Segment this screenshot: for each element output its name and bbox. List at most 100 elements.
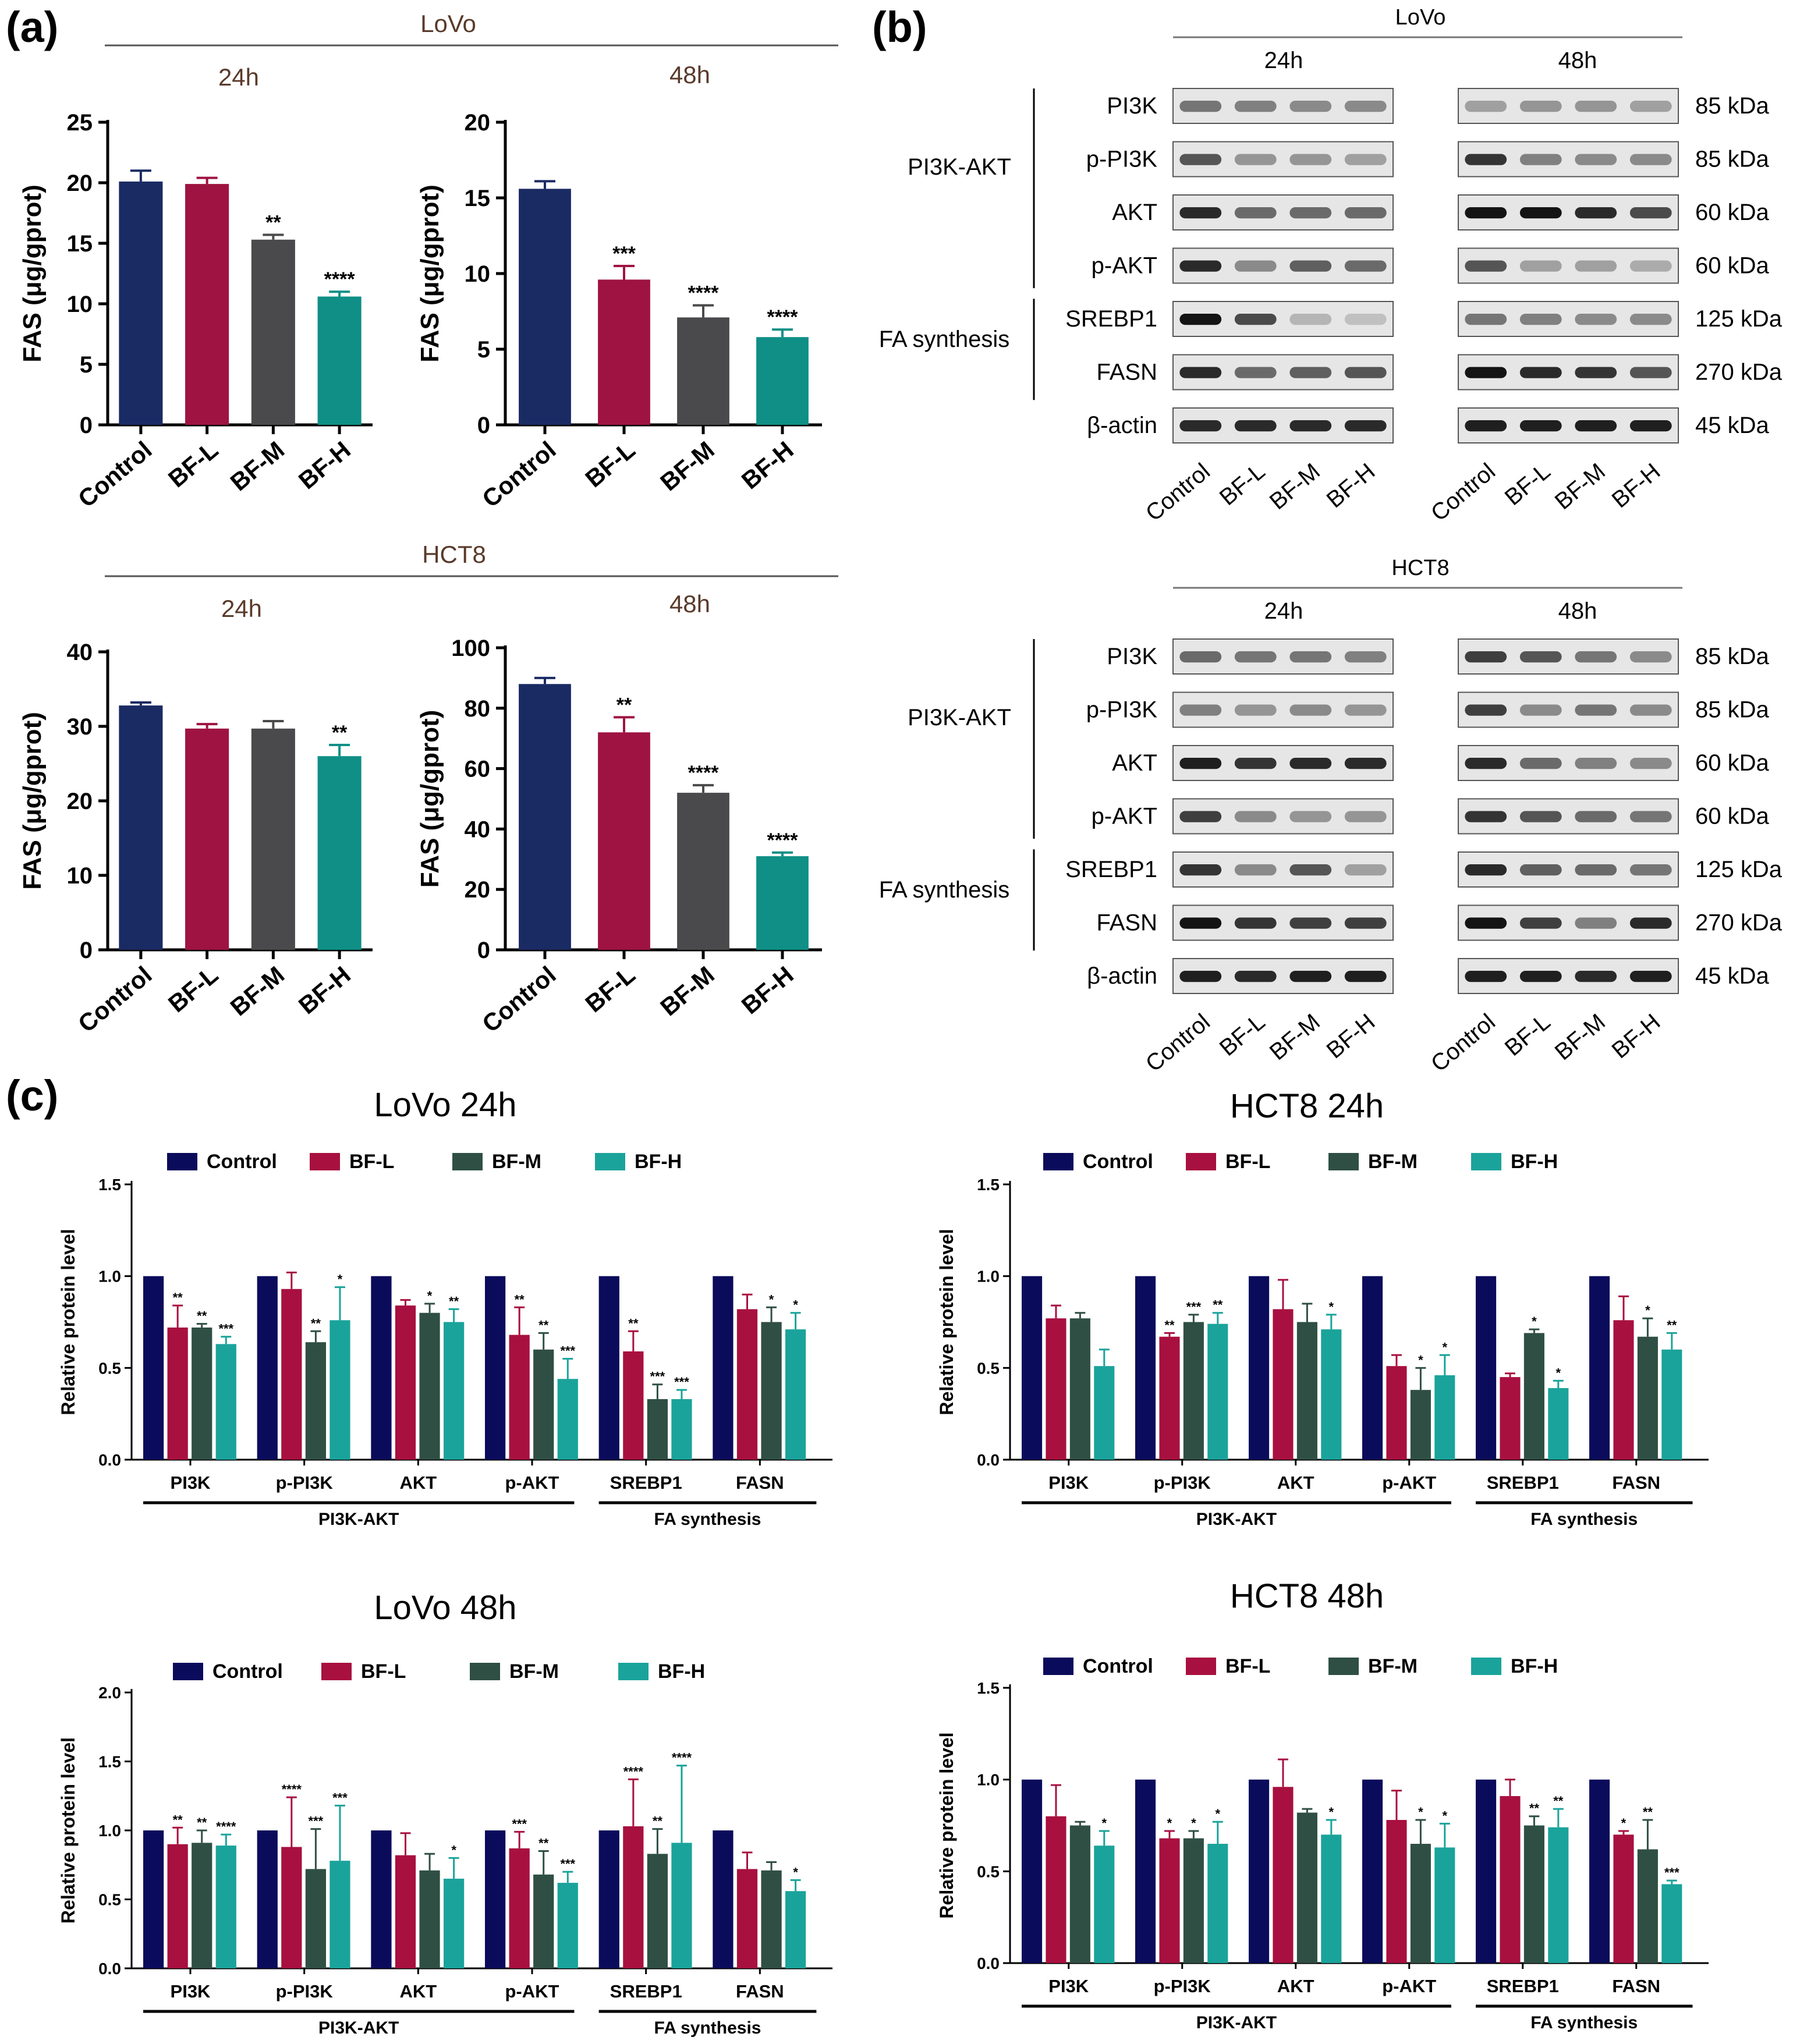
group-label-2-c_lovo_48: FA synthesis [654, 2018, 761, 2038]
group-label-2-lovo: FA synthesis [879, 327, 1010, 352]
blot-band-lovo-24-4-2 [1289, 314, 1332, 325]
legend-label-c_lovo_24-0: Control [207, 1151, 277, 1173]
sig-mark-c_hct8_48: * [1102, 1816, 1107, 1830]
lane-label-hct8-1: BF-L [1500, 1009, 1555, 1061]
protein-label-hct8: p-PI3K [1086, 697, 1158, 723]
lane-label-lovo-1: BF-L [1500, 459, 1555, 510]
x-tick-label-a_hct8_24: BF-L [163, 961, 223, 1017]
bar-c_hct8_48-2-1 [1273, 1787, 1294, 1963]
bar-a_hct8_48-0 [519, 684, 571, 950]
legend-swatch-c_lovo_48-2 [470, 1663, 500, 1680]
bar-a_lovo_48-3 [756, 337, 809, 425]
sig-mark-c_lovo_24: * [427, 1289, 433, 1303]
blot-time-48-lovo: 48h [1558, 48, 1597, 73]
blot-band-hct8-24-0-3 [1344, 651, 1387, 663]
bar-a_hct8_24-1 [185, 728, 229, 950]
sig-mark-a_lovo_24: **** [324, 268, 356, 290]
sig-mark-c_lovo_48: ** [173, 1812, 183, 1827]
sig-mark-c_lovo_48: **** [282, 1782, 302, 1797]
blot-band-hct8-48-5-1 [1519, 917, 1562, 929]
sig-mark-c_hct8_48: * [1167, 1816, 1172, 1830]
bar-c_lovo_24-0-3 [215, 1344, 236, 1460]
bar-c_lovo_48-5-1 [736, 1869, 758, 1968]
blot-band-hct8-24-4-1 [1234, 864, 1277, 876]
bar-c_lovo_24-5-0 [713, 1276, 734, 1460]
legend-swatch-c_lovo_24-2 [452, 1153, 483, 1170]
x-tick-label-a_hct8_24: BF-H [293, 961, 356, 1019]
bar-c_hct8_24-0-3 [1094, 1366, 1115, 1460]
bar-c_lovo_48-2-1 [395, 1855, 416, 1968]
bar-c_lovo_24-0-0 [143, 1276, 164, 1460]
x-tick-label-c_hct8_48: p-AKT [1382, 1976, 1436, 1996]
blot-band-hct8-24-2-0 [1179, 758, 1222, 769]
bar-c_lovo_48-2-0 [371, 1830, 392, 1968]
sig-mark-c_lovo_48: *** [560, 1857, 575, 1871]
blot-band-lovo-24-0-0 [1179, 101, 1222, 112]
blot-band-hct8-48-4-1 [1519, 864, 1562, 876]
sig-mark-c_lovo_48: *** [332, 1790, 348, 1805]
legend-swatch-c_hct8_24-1 [1186, 1153, 1216, 1170]
kda-label-hct8: 60 kDa [1695, 804, 1769, 829]
bar-c_lovo_48-3-3 [557, 1883, 578, 1968]
x-tick-label-c_lovo_48: SREBP1 [610, 1981, 682, 2002]
bar-c_lovo_24-2-2 [419, 1312, 440, 1460]
legend-swatch-c_hct8_48-1 [1186, 1658, 1216, 1675]
sig-mark-c_lovo_24: ** [628, 1316, 639, 1330]
protein-label-lovo: PI3K [1107, 93, 1157, 119]
kda-label-hct8: 85 kDa [1695, 644, 1769, 669]
bar-c_hct8_24-2-3 [1321, 1329, 1342, 1460]
bar-c_lovo_48-2-2 [419, 1870, 440, 1968]
kda-label-hct8: 85 kDa [1695, 697, 1769, 723]
blot-band-hct8-48-6-1 [1519, 971, 1562, 982]
legend-swatch-c_lovo_24-0 [167, 1153, 197, 1170]
blot-band-lovo-24-6-1 [1234, 420, 1277, 432]
sig-mark-c_hct8_24: ** [1667, 1318, 1677, 1332]
bar-c_lovo_48-0-1 [167, 1844, 188, 1968]
panel-label-b: (b) [872, 3, 927, 51]
bar-c_hct8_24-3-3 [1434, 1375, 1455, 1460]
x-tick-label-c_lovo_24: AKT [399, 1472, 437, 1493]
x-tick-label-c_lovo_24: PI3K [171, 1472, 211, 1493]
legend-label-c_lovo_48-2: BF-M [509, 1660, 559, 1683]
lane-label-hct8-0: BF-M [1265, 1009, 1325, 1066]
x-tick-label-c_hct8_48: FASN [1612, 1976, 1660, 1996]
legend-swatch-c_hct8_48-3 [1471, 1658, 1501, 1675]
bar-c_hct8_48-1-1 [1159, 1838, 1180, 1963]
blot-time-24-lovo: 24h [1264, 48, 1303, 73]
blot-band-lovo-24-6-2 [1289, 420, 1332, 432]
x-tick-label-c_lovo_48: FASN [736, 1981, 784, 2002]
y-axis-label-a_hct8_48: FAS (μg/gprot) [416, 710, 444, 888]
kda-label-lovo: 60 kDa [1695, 253, 1769, 279]
legend-label-c_lovo_24-3: BF-H [635, 1151, 682, 1173]
bar-c_hct8_24-3-1 [1386, 1366, 1407, 1460]
lane-label-lovo-0: BF-H [1322, 459, 1380, 513]
sig-mark-c_lovo_48: *** [512, 1816, 527, 1831]
x-tick-label-c_hct8_48: PI3K [1048, 1976, 1089, 1996]
blot-band-lovo-48-5-2 [1575, 367, 1617, 378]
y-tick-label-a_hct8_48: 60 [465, 757, 491, 782]
x-tick-label-a_lovo_24: BF-M [225, 436, 290, 496]
blot-band-hct8-24-6-1 [1234, 971, 1277, 982]
x-tick-label-a_hct8_48: Control [477, 961, 561, 1038]
bar-c_lovo_24-3-2 [533, 1349, 554, 1460]
legend-swatch-c_lovo_24-3 [595, 1153, 625, 1170]
sig-mark-c_hct8_24: * [1532, 1314, 1537, 1329]
bar-c_lovo_24-4-2 [647, 1399, 668, 1460]
y-axis-label-a_lovo_24: FAS (μg/gprot) [18, 184, 47, 363]
sig-mark-c_hct8_24: * [1443, 1340, 1448, 1354]
blot-band-hct8-48-1-3 [1629, 704, 1672, 716]
bar-c_hct8_48-3-3 [1434, 1847, 1455, 1963]
bar-c_hct8_48-3-2 [1410, 1844, 1431, 1963]
blot-band-lovo-24-4-3 [1344, 314, 1387, 325]
sig-mark-c_hct8_48: * [1191, 1816, 1196, 1830]
sig-mark-c_hct8_48: ** [1553, 1794, 1564, 1808]
x-tick-label-c_lovo_24: p-PI3K [276, 1472, 334, 1493]
x-tick-label-a_hct8_24: Control [73, 961, 157, 1038]
y-tick-label-a_hct8_24: 30 [67, 714, 93, 740]
kda-label-hct8: 60 kDa [1695, 750, 1769, 776]
y-tick-label-c_hct8_24: 0.5 [977, 1359, 1000, 1377]
y-tick-label-a_lovo_24: 10 [67, 292, 93, 317]
blot-band-hct8-48-5-3 [1629, 917, 1672, 929]
group-label-1-c_lovo_48: PI3K-AKT [318, 2018, 399, 2038]
x-tick-label-a_lovo_48: Control [477, 436, 561, 513]
